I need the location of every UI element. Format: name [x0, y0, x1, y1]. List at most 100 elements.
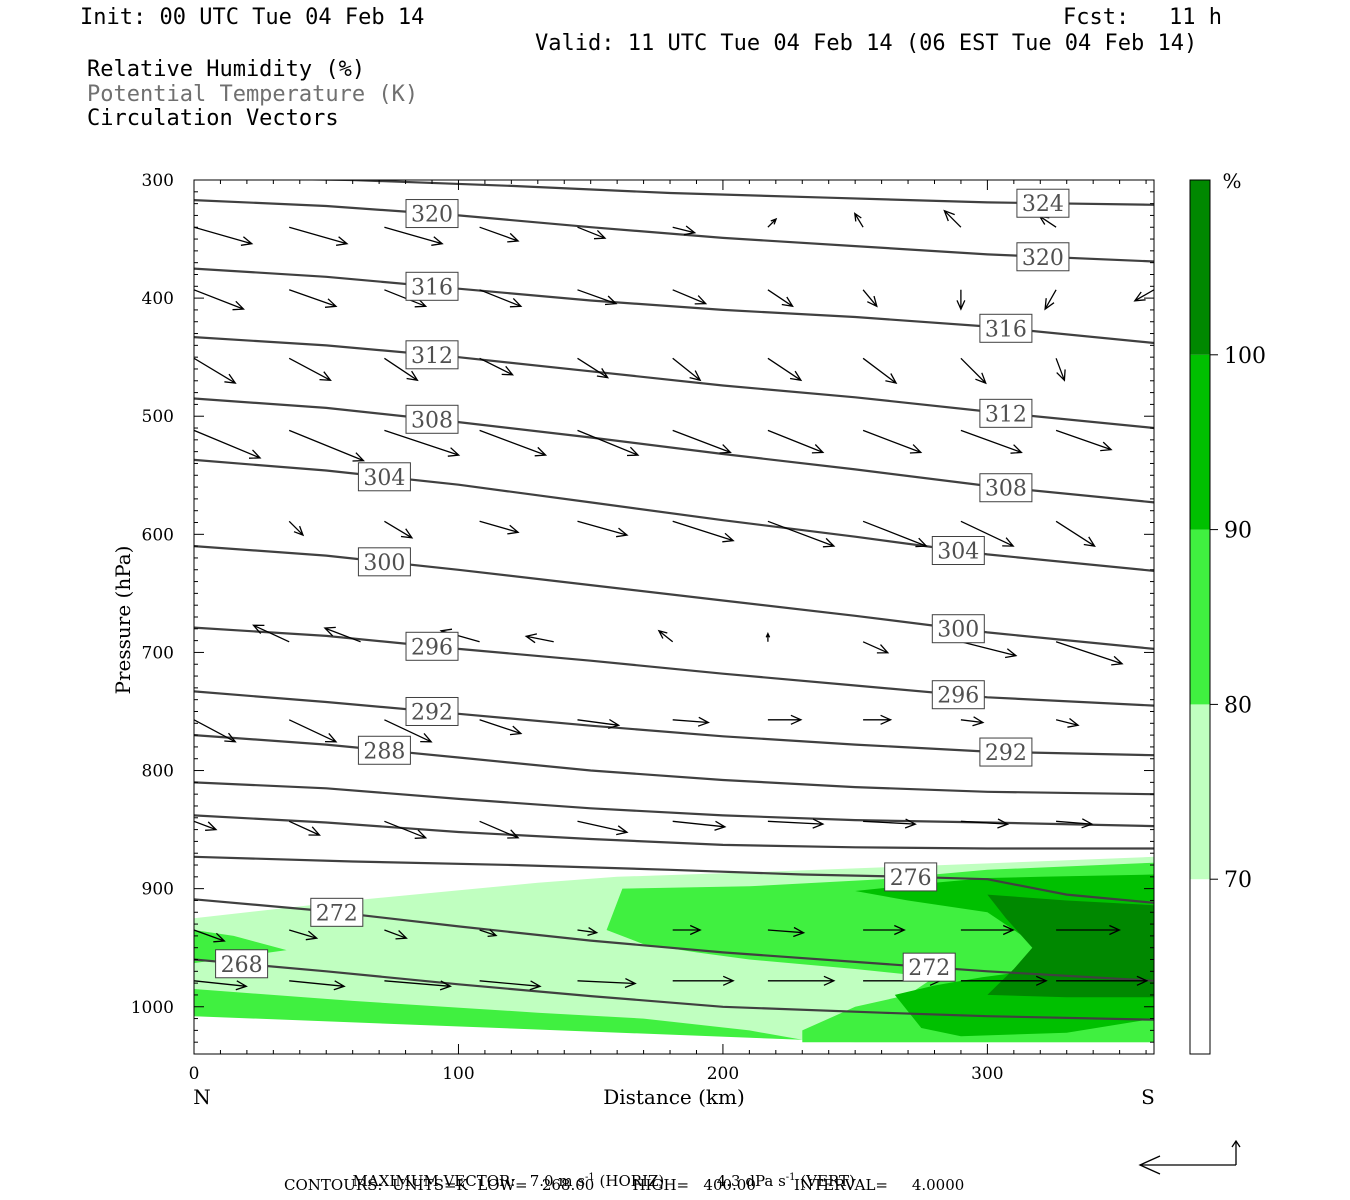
theta-label-box [405, 271, 459, 301]
theta-label-box [1016, 242, 1070, 272]
vector-arrow [577, 289, 618, 306]
theta-contour-324 [279, 180, 1154, 206]
vector-arrow [672, 289, 708, 305]
horiz-unit-exponent: -1 [585, 1172, 595, 1183]
vector-arrow [479, 357, 515, 376]
vector-arrow [767, 818, 825, 829]
vector-arrow [1055, 520, 1096, 547]
rh-shading [194, 856, 1154, 1043]
vert-unit-exponent: -1 [785, 1172, 796, 1183]
reference-vector-icon [1138, 1139, 1241, 1175]
vector-arrow [252, 624, 290, 643]
vector-arrow [194, 820, 218, 831]
colorbar-level-label: 90 [1224, 519, 1252, 544]
vector-arrow [194, 429, 262, 459]
theta-label-box [357, 735, 411, 765]
circulation-vectors [194, 209, 1154, 991]
theta-label: 304 [363, 466, 405, 491]
vector-arrow [194, 719, 237, 743]
vector-arrow [767, 926, 806, 938]
vector-arrow [384, 980, 452, 991]
theta-label-box [1016, 188, 1070, 218]
theta-contour-280 [194, 814, 1154, 850]
vector-arrow [577, 820, 629, 836]
theta-label: 296 [937, 684, 979, 709]
y-tick-label: 500 [142, 407, 174, 427]
vector-arrow [479, 429, 548, 457]
theta-contour-276 [194, 855, 1154, 904]
vector-arrow [672, 975, 735, 986]
vector-arrow [288, 719, 338, 743]
theta-contour-320 [194, 199, 1154, 263]
vector-arrow [288, 429, 365, 462]
south-label: S [1141, 1085, 1155, 1109]
vector-arrow [384, 929, 408, 940]
x-tick-label: 300 [971, 1064, 1003, 1084]
vector-arrow [960, 818, 1010, 829]
vector-arrow [288, 289, 338, 308]
vector-arrow [1056, 975, 1149, 986]
theta-contour-296 [194, 626, 1154, 707]
y-tick-label: 600 [142, 525, 174, 545]
vector-arrow [479, 520, 520, 535]
theta-label-box [979, 313, 1033, 343]
horiz-tag: (HORIZ) [599, 1172, 665, 1190]
vector-arrow [672, 924, 702, 936]
max-vector-label: MAXIMUM VECTOR: [352, 1172, 516, 1190]
colorbar-level-label: 80 [1224, 693, 1252, 718]
theta-label: 292 [985, 741, 1027, 766]
vector-arrow [672, 820, 727, 831]
rh-region-100 [987, 894, 1154, 998]
vector-arrow [384, 520, 414, 539]
vector-arrow [960, 520, 1015, 547]
vector-arrow [323, 626, 361, 643]
vector-arrow [862, 429, 923, 454]
vector-arrow [960, 429, 1023, 454]
colorbar-unit: % [1222, 169, 1241, 193]
theta-label-box [979, 473, 1033, 503]
vector-arrow [384, 429, 461, 457]
init-time: Init: 00 UTC Tue 04 Feb 14 [80, 5, 425, 30]
theta-label: 272 [316, 901, 358, 926]
vector-arrow [960, 357, 987, 385]
vector-arrow [767, 520, 836, 548]
vector-arrow [479, 820, 520, 839]
vector-arrow [479, 980, 542, 991]
vector-arrow [1055, 429, 1113, 452]
vector-arrow [672, 520, 735, 543]
vector-arrow [767, 714, 803, 725]
vector-arrow [194, 289, 245, 311]
contours-line: CONTOURS: UNITS=K LOW= 268.00 HIGH= 400.… [284, 1176, 965, 1194]
vector-arrow [577, 927, 599, 937]
vector-arrow [862, 520, 928, 548]
colorbar-frame [1189, 179, 1211, 1055]
field-vectors: Circulation Vectors [87, 106, 339, 131]
y-tick-label: 700 [142, 643, 174, 663]
colorbar-level-label: 70 [1224, 868, 1252, 893]
vector-arrow [577, 226, 607, 240]
theta-label-box [357, 462, 411, 492]
theta-label: 296 [411, 635, 453, 660]
axes: 300 400 500 600 700 800 900 1000 0 100 200 300 [131, 171, 1154, 1084]
theta-label: 320 [1022, 246, 1064, 271]
vector-arrow [863, 924, 906, 936]
valid-time: Valid: 11 UTC Tue 04 Feb 14 (06 EST Tue … [535, 31, 1198, 56]
vector-arrow [1133, 289, 1154, 302]
vector-arrow [288, 520, 305, 537]
theta-label: 268 [221, 953, 263, 978]
vector-arrow [288, 357, 332, 382]
theta-contour-284 [194, 781, 1154, 828]
vector-arrow [1038, 215, 1057, 228]
x-tick-label: 200 [707, 1064, 739, 1084]
field-rh: Relative Humidity (%) [87, 57, 366, 82]
theta-label: 312 [411, 344, 453, 369]
vector-arrow [1056, 818, 1094, 829]
x-tick-label: 0 [189, 1064, 200, 1084]
theta-label: 316 [985, 317, 1027, 342]
vert-tag: (VERT) [800, 1172, 855, 1190]
vector-arrow [577, 520, 629, 538]
theta-label: 300 [363, 551, 405, 576]
vector-arrow [479, 226, 520, 243]
vector-arrow [479, 929, 498, 938]
theta-contour-316 [194, 267, 1154, 345]
